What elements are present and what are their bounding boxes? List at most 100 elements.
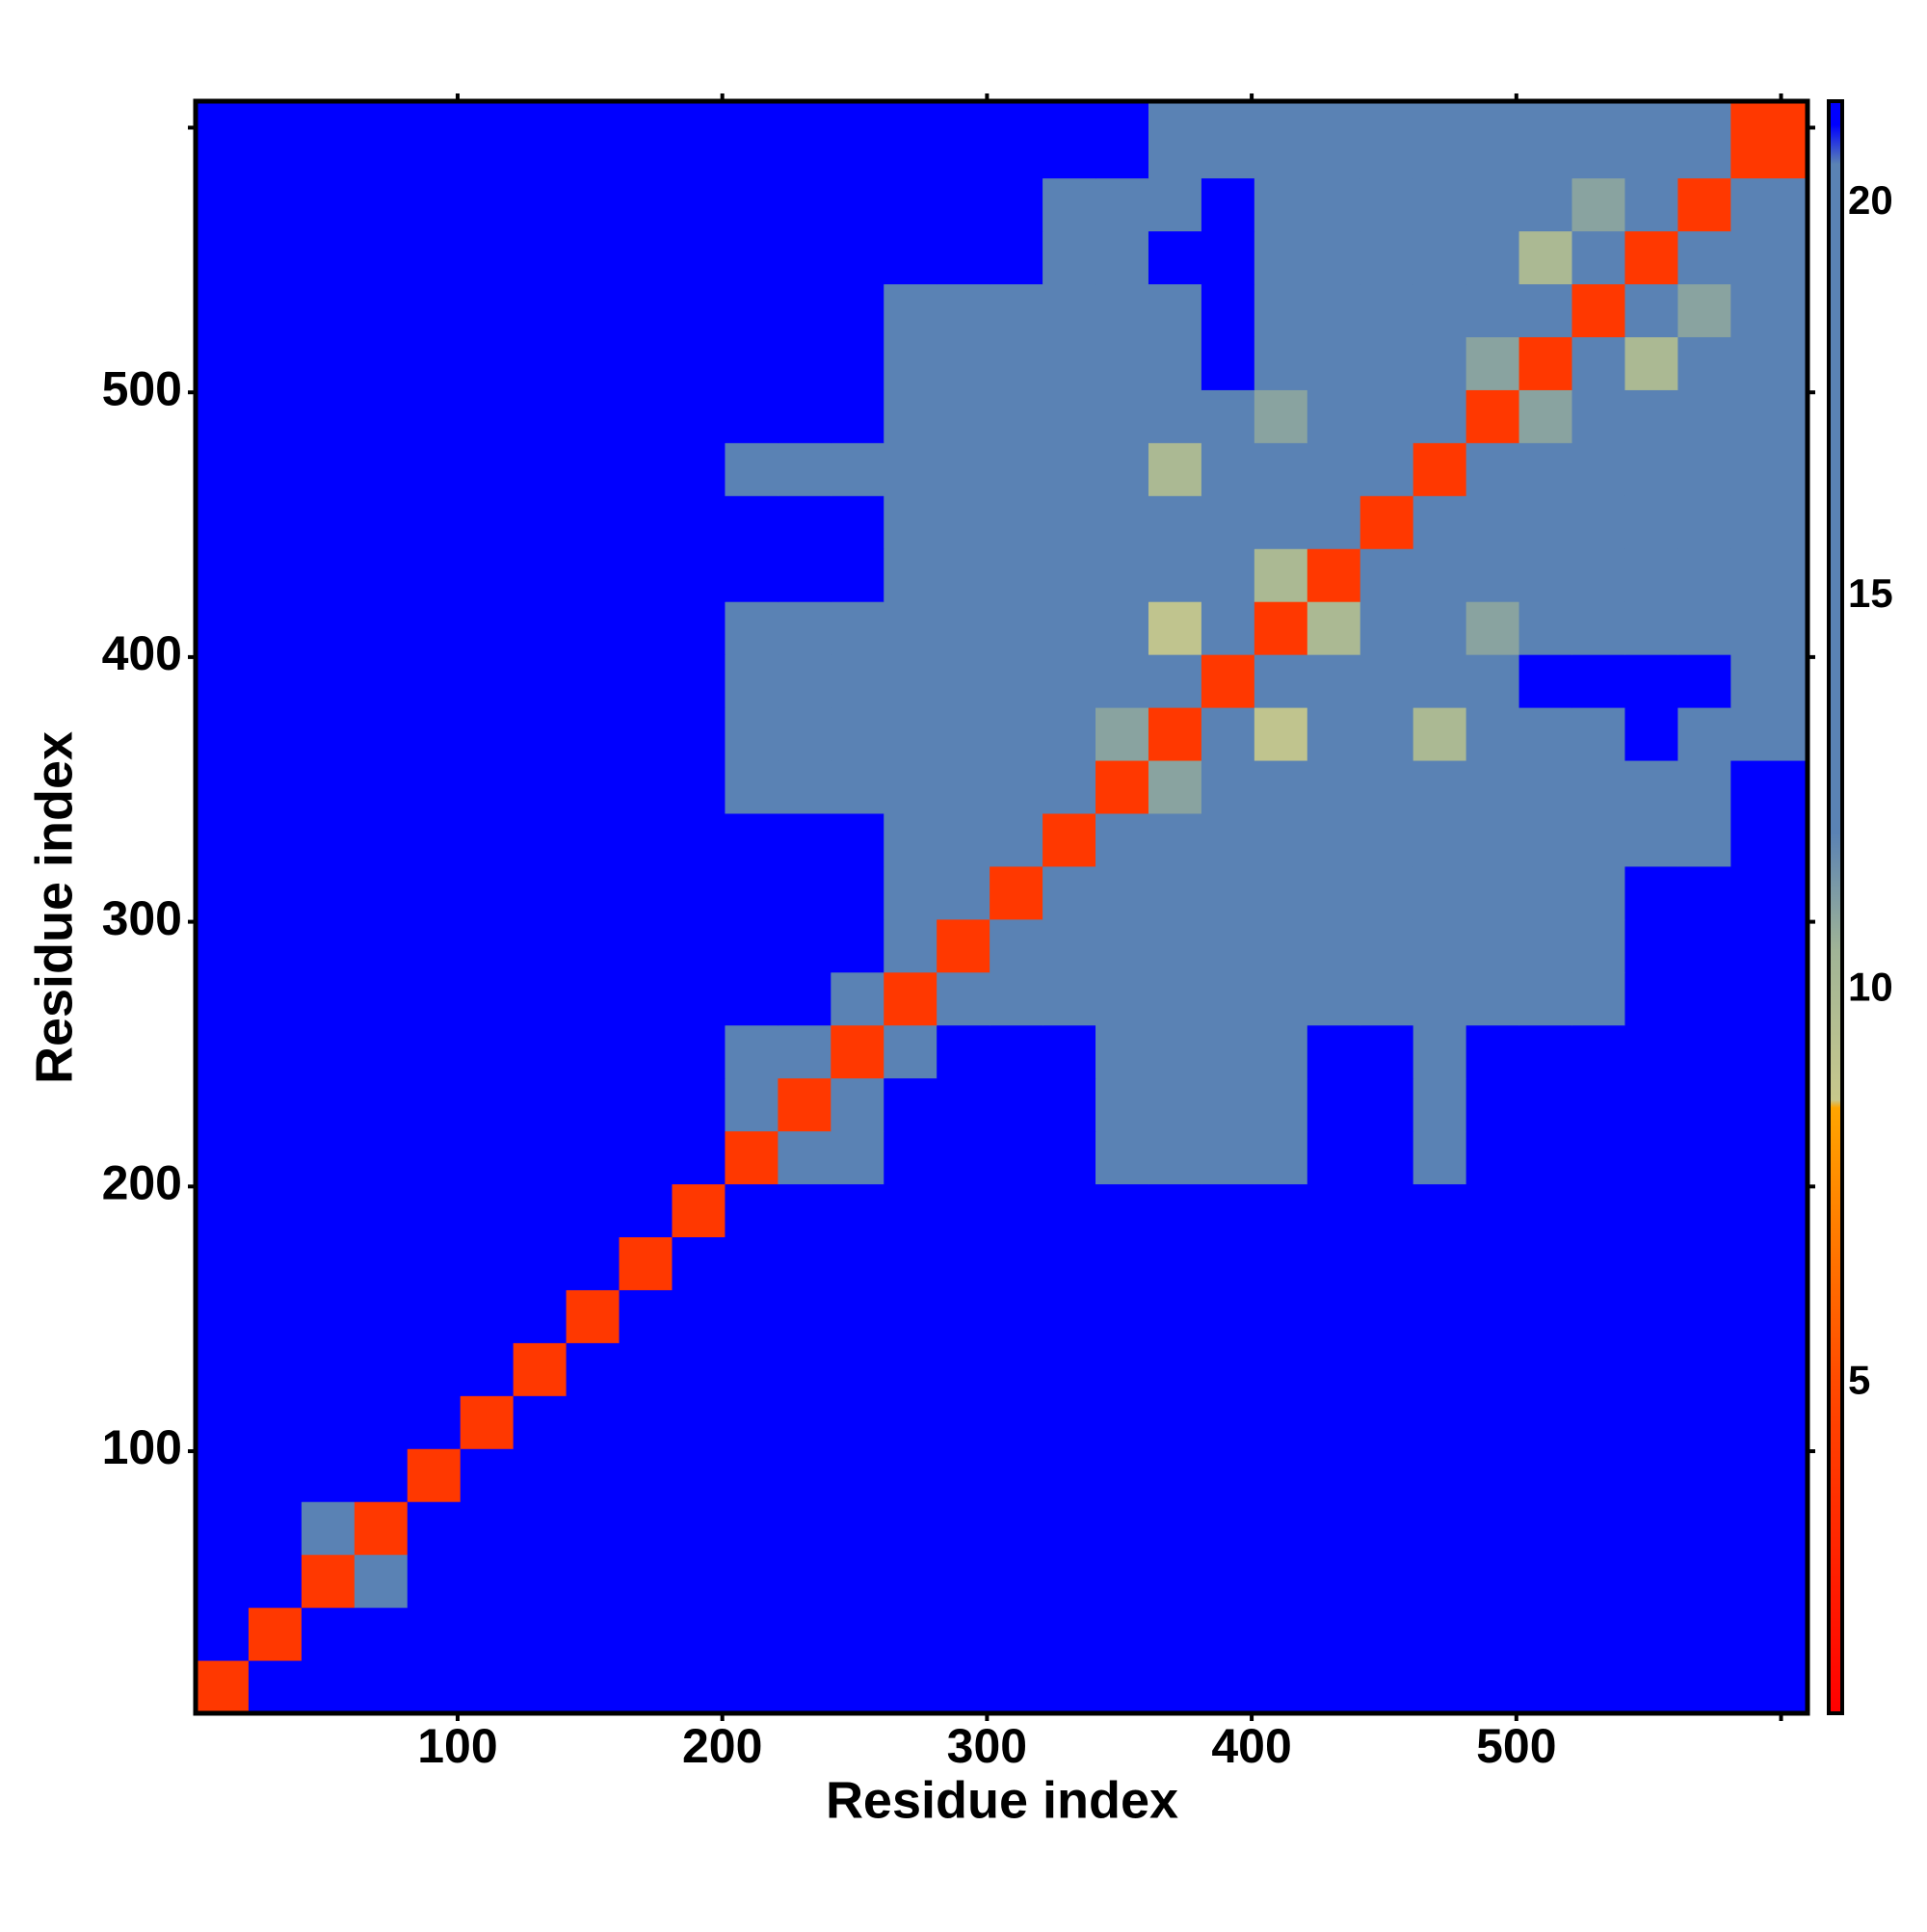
heatmap-cell	[566, 230, 620, 285]
heatmap-cell	[937, 601, 990, 655]
heatmap-cell	[1201, 812, 1255, 867]
heatmap-cell	[1571, 601, 1625, 655]
heatmap-cell	[884, 548, 937, 602]
heatmap-cell	[1465, 177, 1520, 232]
heatmap-cell	[725, 865, 779, 920]
heatmap-cell	[937, 1395, 990, 1449]
heatmap-cell	[513, 230, 568, 285]
heatmap-cell	[1254, 918, 1308, 973]
heatmap-cell	[1043, 389, 1096, 443]
heatmap-cell	[1624, 101, 1678, 179]
heatmap-cell	[196, 1342, 250, 1396]
heatmap-cell	[1465, 389, 1520, 443]
heatmap-cell	[1201, 1501, 1255, 1555]
heatmap-cell	[1201, 760, 1255, 814]
heatmap-cell	[1307, 1342, 1361, 1396]
heatmap-cell	[990, 1395, 1043, 1449]
heatmap-cell	[884, 336, 937, 390]
heatmap-cell	[460, 1183, 515, 1238]
heatmap-cell	[354, 1554, 409, 1608]
heatmap-cell	[1518, 1236, 1573, 1290]
heatmap-cell	[1307, 707, 1361, 761]
heatmap-cell	[460, 971, 515, 1026]
heatmap-cell	[1730, 1448, 1808, 1502]
heatmap-cell	[1412, 283, 1467, 337]
heatmap-cell	[248, 812, 303, 867]
heatmap-cell	[1254, 230, 1308, 285]
heatmap-cell	[301, 1024, 356, 1079]
heatmap-cell	[672, 101, 726, 179]
heatmap-cell	[1677, 760, 1731, 814]
heatmap-cell	[354, 101, 409, 179]
heatmap-cell	[1201, 1660, 1255, 1714]
heatmap-cell	[831, 1342, 884, 1396]
heatmap-cell	[301, 1395, 356, 1449]
heatmap-cell	[566, 101, 620, 179]
heatmap-cell	[672, 918, 726, 973]
heatmap-cell	[1307, 601, 1361, 655]
heatmap-cell	[1571, 760, 1625, 814]
heatmap-cell	[1148, 1395, 1202, 1449]
heatmap-cell	[566, 707, 620, 761]
heatmap-cell	[1412, 1607, 1467, 1661]
heatmap-cell	[1571, 336, 1625, 390]
heatmap-cell	[1518, 1554, 1573, 1608]
heatmap-cell	[1465, 1289, 1520, 1343]
heatmap-cell	[1624, 812, 1678, 867]
heatmap-cell	[1359, 865, 1414, 920]
heatmap-cell	[937, 760, 990, 814]
heatmap-cell	[831, 177, 884, 232]
heatmap-cell	[1518, 1289, 1573, 1343]
heatmap-cell	[1201, 1289, 1255, 1343]
heatmap-cell	[1095, 707, 1149, 761]
heatmap-cell	[1307, 1024, 1361, 1079]
heatmap-cell	[990, 1077, 1043, 1132]
heatmap-cell	[301, 1501, 356, 1555]
heatmap-cell	[407, 918, 462, 973]
heatmap-cell	[1359, 971, 1414, 1026]
heatmap-cell	[778, 971, 832, 1026]
heatmap-cell	[1465, 230, 1520, 285]
heatmap-cell	[460, 865, 515, 920]
heatmap-cell	[1201, 707, 1255, 761]
heatmap-cell	[884, 1501, 937, 1555]
heatmap-cell	[672, 1554, 726, 1608]
heatmap-cell	[248, 1554, 303, 1608]
heatmap-cell	[1412, 760, 1467, 814]
heatmap-cell	[1730, 283, 1808, 337]
heatmap-cell	[1677, 283, 1731, 337]
heatmap-cell	[1518, 654, 1573, 708]
heatmap-cell	[301, 283, 356, 337]
heatmap-cell	[460, 1130, 515, 1185]
heatmap-cell	[1254, 495, 1308, 549]
heatmap-cell	[1095, 918, 1149, 973]
heatmap-cell	[407, 1607, 462, 1661]
heatmap-cell	[884, 971, 937, 1026]
heatmap-cell	[1095, 601, 1149, 655]
heatmap-cell	[407, 442, 462, 496]
heatmap-cell	[460, 812, 515, 867]
heatmap-cell	[937, 1342, 990, 1396]
heatmap-cell	[248, 1183, 303, 1238]
heatmap-cell	[354, 1501, 409, 1555]
heatmap-cell	[884, 1077, 937, 1132]
heatmap-cell	[354, 707, 409, 761]
heatmap-cell	[248, 601, 303, 655]
heatmap-cell	[1043, 1395, 1096, 1449]
heatmap-cell	[1254, 760, 1308, 814]
heatmap-cell	[1412, 971, 1467, 1026]
heatmap-cell	[566, 971, 620, 1026]
heatmap-cell	[1359, 1183, 1414, 1238]
heatmap-cell	[301, 1660, 356, 1714]
heatmap-cell	[619, 1554, 673, 1608]
heatmap-cell	[831, 971, 884, 1026]
heatmap-cell	[1148, 389, 1202, 443]
heatmap-cell	[1359, 1554, 1414, 1608]
heatmap-cell	[513, 1660, 568, 1714]
heatmap-cell	[301, 389, 356, 443]
heatmap-cell	[513, 1236, 568, 1290]
heatmap-cell	[1148, 1554, 1202, 1608]
heatmap-cell	[1359, 918, 1414, 973]
heatmap-cell	[1201, 1342, 1255, 1396]
heatmap-cell	[672, 389, 726, 443]
